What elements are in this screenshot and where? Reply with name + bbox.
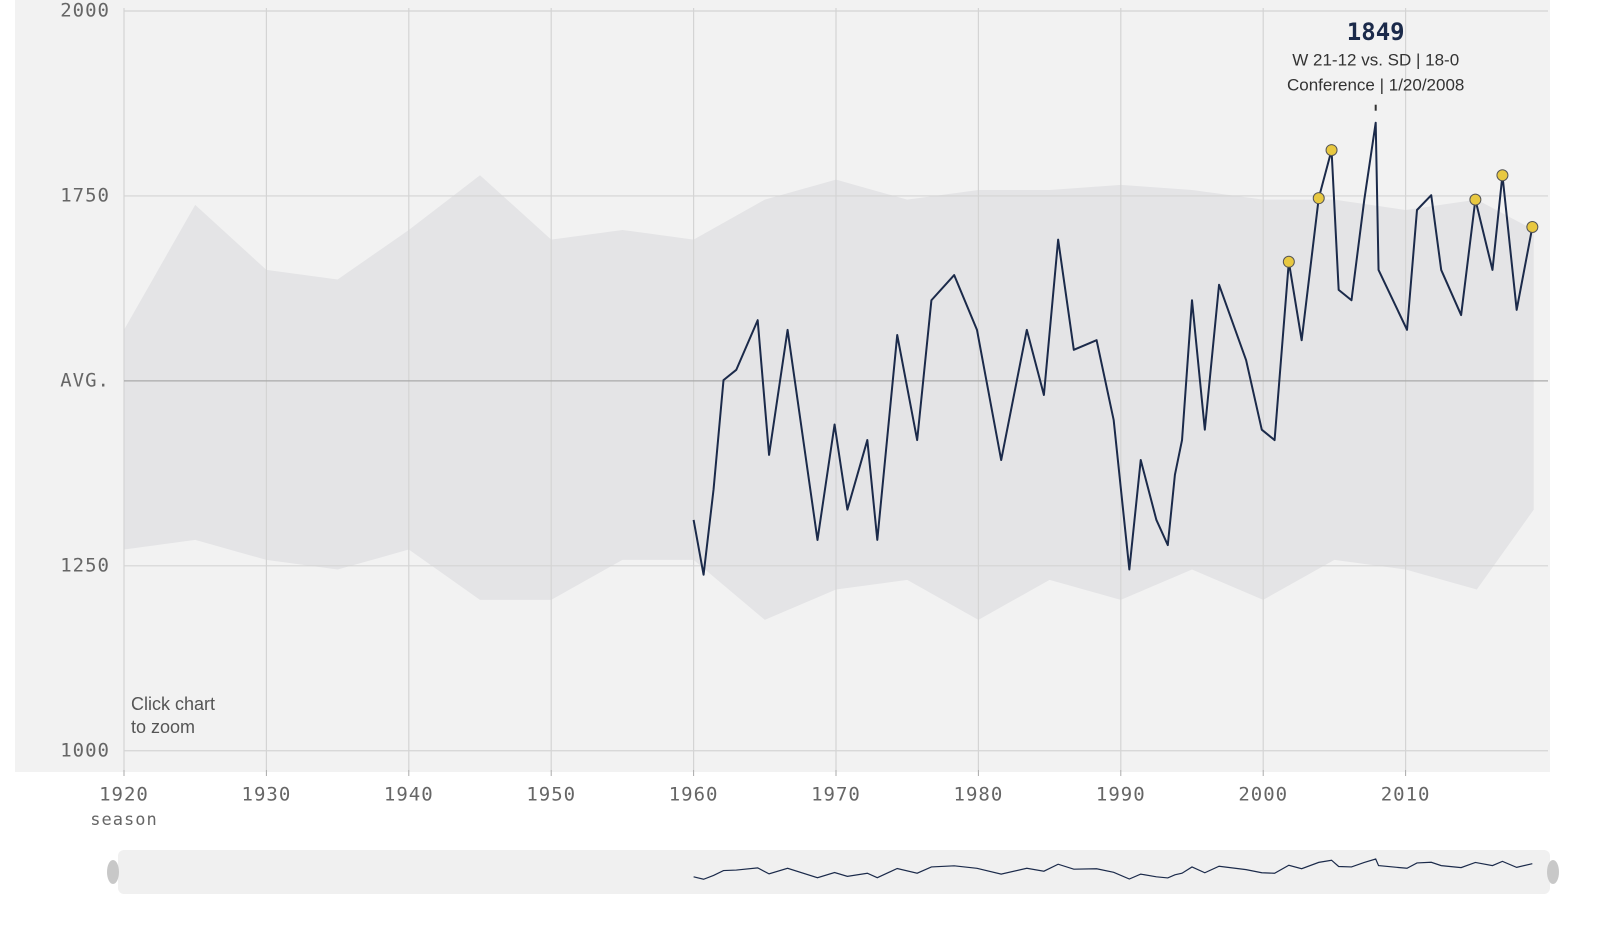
navigator-handle[interactable] (1547, 860, 1559, 884)
x-axis-label: season (90, 810, 157, 830)
y-tick-label: 2000 (60, 0, 110, 22)
annotation-line: Conference | 1/20/2008 (1287, 75, 1464, 94)
annotation-line: W 21-12 vs. SD | 18-0 (1292, 50, 1459, 69)
y-tick-label: 1750 (60, 184, 110, 206)
highlight-dot (1282, 255, 1295, 268)
navigator[interactable] (118, 850, 1550, 894)
x-tick-label: 1950 (526, 784, 576, 806)
x-tick-label: 1990 (1096, 784, 1146, 806)
zoom-note: to zoom (131, 717, 195, 737)
range-band (124, 175, 1534, 620)
highlight-dot (1496, 169, 1509, 182)
x-tick-label: 1930 (242, 784, 292, 806)
x-tick-label: 2010 (1381, 784, 1431, 806)
highlight-dot (1469, 193, 1482, 206)
zoom-note: Click chart (131, 694, 215, 714)
y-tick-label: AVG. (60, 369, 110, 391)
y-tick-label: 1000 (60, 739, 110, 761)
navigator-line (693, 858, 1533, 880)
highlight-dot (1526, 221, 1539, 234)
annotation-value: 1849 (1347, 18, 1405, 46)
x-tick-label: 1920 (99, 784, 149, 806)
highlight-dot (1325, 144, 1338, 157)
x-tick-label: 1970 (811, 784, 861, 806)
navigator-handle[interactable] (107, 860, 119, 884)
y-tick-label: 1250 (60, 554, 110, 576)
rating-line (692, 121, 1534, 576)
x-tick-label: 1940 (384, 784, 434, 806)
x-tick-label: 1960 (669, 784, 719, 806)
x-tick-label: 1980 (954, 784, 1004, 806)
x-tick-label: 2000 (1238, 784, 1288, 806)
highlight-dot (1312, 192, 1325, 205)
